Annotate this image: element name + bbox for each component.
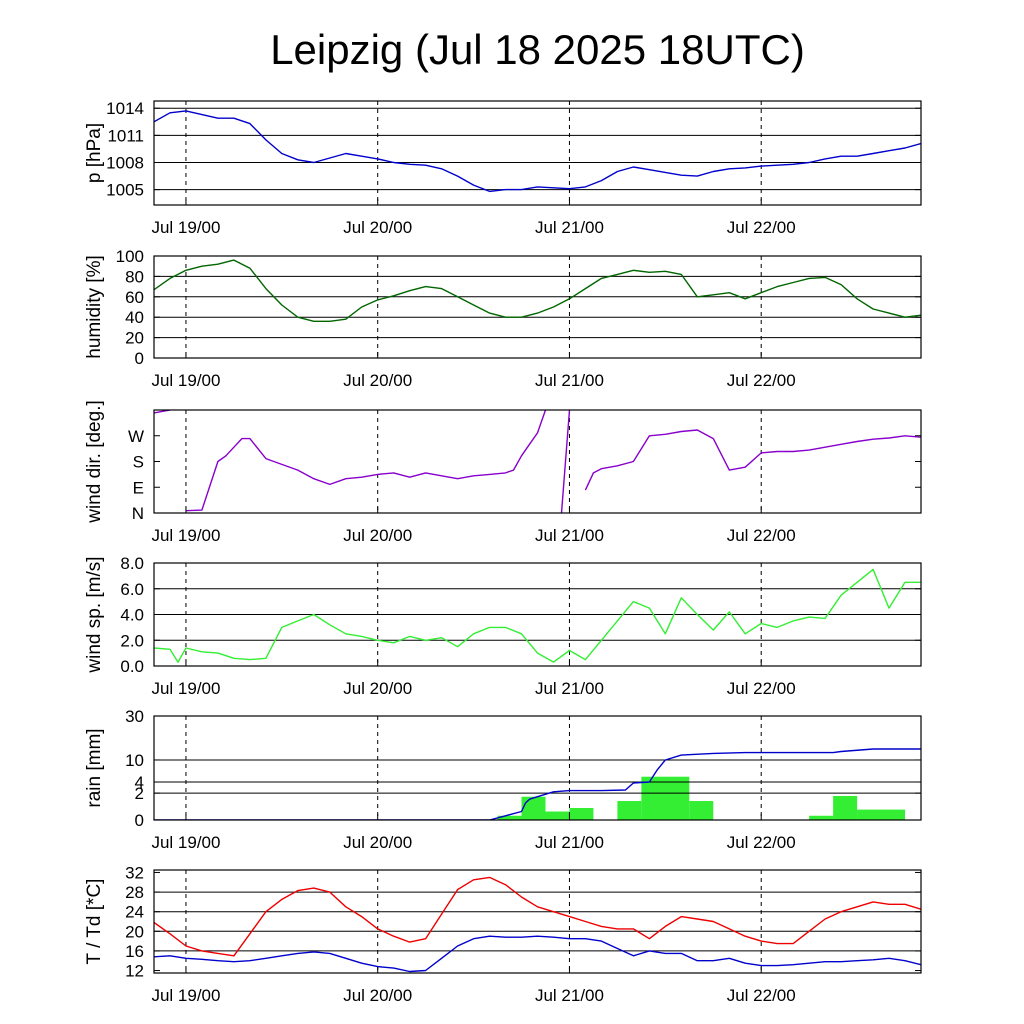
humidity-ytick-label-4: 80 xyxy=(125,267,144,286)
temperature-xtick-label-3: Jul 22/00 xyxy=(727,986,796,1005)
rain-bar-3 xyxy=(569,807,594,820)
rain-xtick-label-0: Jul 19/00 xyxy=(151,833,220,852)
wind-direction-ytick-label-3: W xyxy=(128,427,144,446)
pressure-xtick-label-3: Jul 22/00 xyxy=(727,218,796,237)
wind-speed-xtick-label-3: Jul 22/00 xyxy=(727,679,796,698)
humidity-ytick-label-2: 40 xyxy=(125,308,144,327)
rain-bar-9 xyxy=(833,795,858,820)
temperature-ytick-label-1: 16 xyxy=(125,942,144,961)
chart-title: Leipzig (Jul 18 2025 18UTC) xyxy=(270,26,805,73)
rain-bar-0 xyxy=(497,815,522,820)
humidity-xtick-label-0: Jul 19/00 xyxy=(151,371,220,390)
temperature-ytick-label-2: 20 xyxy=(125,922,144,941)
wind-speed-ytick-label-2: 4.0 xyxy=(120,606,144,625)
humidity-frame xyxy=(153,255,922,359)
pressure-ylabel: p [hPa] xyxy=(84,123,105,183)
wind-direction-ylabel: wind dir. [deg.] xyxy=(84,400,105,524)
pressure-frame xyxy=(153,100,922,206)
rain-bar-6 xyxy=(641,776,690,820)
humidity-ylabel: humidity [%] xyxy=(84,255,105,358)
temperature-ytick-label-5: 32 xyxy=(125,863,144,882)
wind-direction-xtick-label-3: Jul 22/00 xyxy=(727,526,796,545)
pressure-xtick-label-0: Jul 19/00 xyxy=(151,218,220,237)
rain-frame xyxy=(153,715,922,821)
pressure-xtick-label-1: Jul 20/00 xyxy=(343,218,412,237)
wind-direction-ytick-label-1: E xyxy=(133,478,144,497)
rain-xtick-label-3: Jul 22/00 xyxy=(727,833,796,852)
pressure-ytick-label-1: 1008 xyxy=(106,153,144,172)
wind-speed-xtick-label-0: Jul 19/00 xyxy=(151,679,220,698)
rain-ytick-label-2: 4 xyxy=(135,773,144,792)
humidity-ytick-label-5: 100 xyxy=(116,247,144,266)
rain-ytick-label-0: 0 xyxy=(135,811,144,830)
humidity-xtick-label-1: Jul 20/00 xyxy=(343,371,412,390)
wind-speed-series-wind-speed xyxy=(154,568,921,663)
pressure-series-pressure xyxy=(154,110,921,193)
rain-bar-1 xyxy=(521,796,546,820)
rain-ytick-label-3: 10 xyxy=(125,751,144,770)
temperature-series-temperature xyxy=(154,876,921,957)
wind-direction-xtick-label-0: Jul 19/00 xyxy=(151,526,220,545)
rain-series-accumulated-rain xyxy=(154,748,921,820)
humidity-ytick-label-0: 0 xyxy=(135,349,144,368)
rain-xtick-label-1: Jul 20/00 xyxy=(343,833,412,852)
humidity-xtick-label-2: Jul 21/00 xyxy=(535,371,604,390)
wind-speed-ylabel: wind sp. [m/s] xyxy=(84,556,105,673)
wind-speed-ytick-label-3: 6.0 xyxy=(120,580,144,599)
wind-speed-xtick-label-2: Jul 21/00 xyxy=(535,679,604,698)
temperature-ytick-label-4: 28 xyxy=(125,883,144,902)
wind-direction-ytick-label-2: S xyxy=(133,453,144,472)
wind-speed-xtick-label-1: Jul 20/00 xyxy=(343,679,412,698)
pressure-xtick-label-2: Jul 21/00 xyxy=(535,218,604,237)
rain-bar-8 xyxy=(809,815,834,820)
wind-direction-xtick-label-1: Jul 20/00 xyxy=(343,526,412,545)
rain-bar-2 xyxy=(545,811,570,820)
rain-ylabel: rain [mm] xyxy=(84,728,105,807)
rain-bar-7 xyxy=(689,801,714,820)
wind-speed-ytick-label-0: 0.0 xyxy=(120,657,144,676)
temperature-ylabel: T / Td [*C] xyxy=(84,879,105,965)
wind-speed-ytick-label-4: 8.0 xyxy=(120,554,144,573)
humidity-series-humidity xyxy=(154,259,921,322)
pressure-ytick-label-3: 1014 xyxy=(106,99,144,118)
pressure-ytick-label-2: 1011 xyxy=(107,126,144,145)
temperature-series-dew-point xyxy=(154,935,921,973)
temperature-ytick-label-3: 24 xyxy=(125,903,144,922)
rain-ytick-label-4: 30 xyxy=(125,707,144,726)
wind-speed-ytick-label-1: 2.0 xyxy=(120,631,144,650)
humidity-ytick-label-3: 60 xyxy=(125,288,144,307)
wind-direction-series-wind-direction xyxy=(154,410,921,513)
temperature-xtick-label-0: Jul 19/00 xyxy=(151,986,220,1005)
wind-direction-xtick-label-2: Jul 21/00 xyxy=(535,526,604,545)
temperature-frame xyxy=(153,869,922,974)
temperature-xtick-label-2: Jul 21/00 xyxy=(535,986,604,1005)
wind-direction-ytick-label-0: N xyxy=(132,504,144,523)
humidity-xtick-label-3: Jul 22/00 xyxy=(727,371,796,390)
rain-ytick-label-1: 2 xyxy=(135,784,144,803)
rain-bar-5 xyxy=(617,801,642,820)
temperature-ytick-label-0: 12 xyxy=(125,962,144,981)
temperature-xtick-label-1: Jul 20/00 xyxy=(343,986,412,1005)
rain-xtick-label-2: Jul 21/00 xyxy=(535,833,604,852)
pressure-ytick-label-0: 1005 xyxy=(106,181,144,200)
rain-bar-10 xyxy=(857,809,906,820)
humidity-ytick-label-1: 20 xyxy=(125,329,144,348)
wind-direction-frame xyxy=(153,409,922,514)
